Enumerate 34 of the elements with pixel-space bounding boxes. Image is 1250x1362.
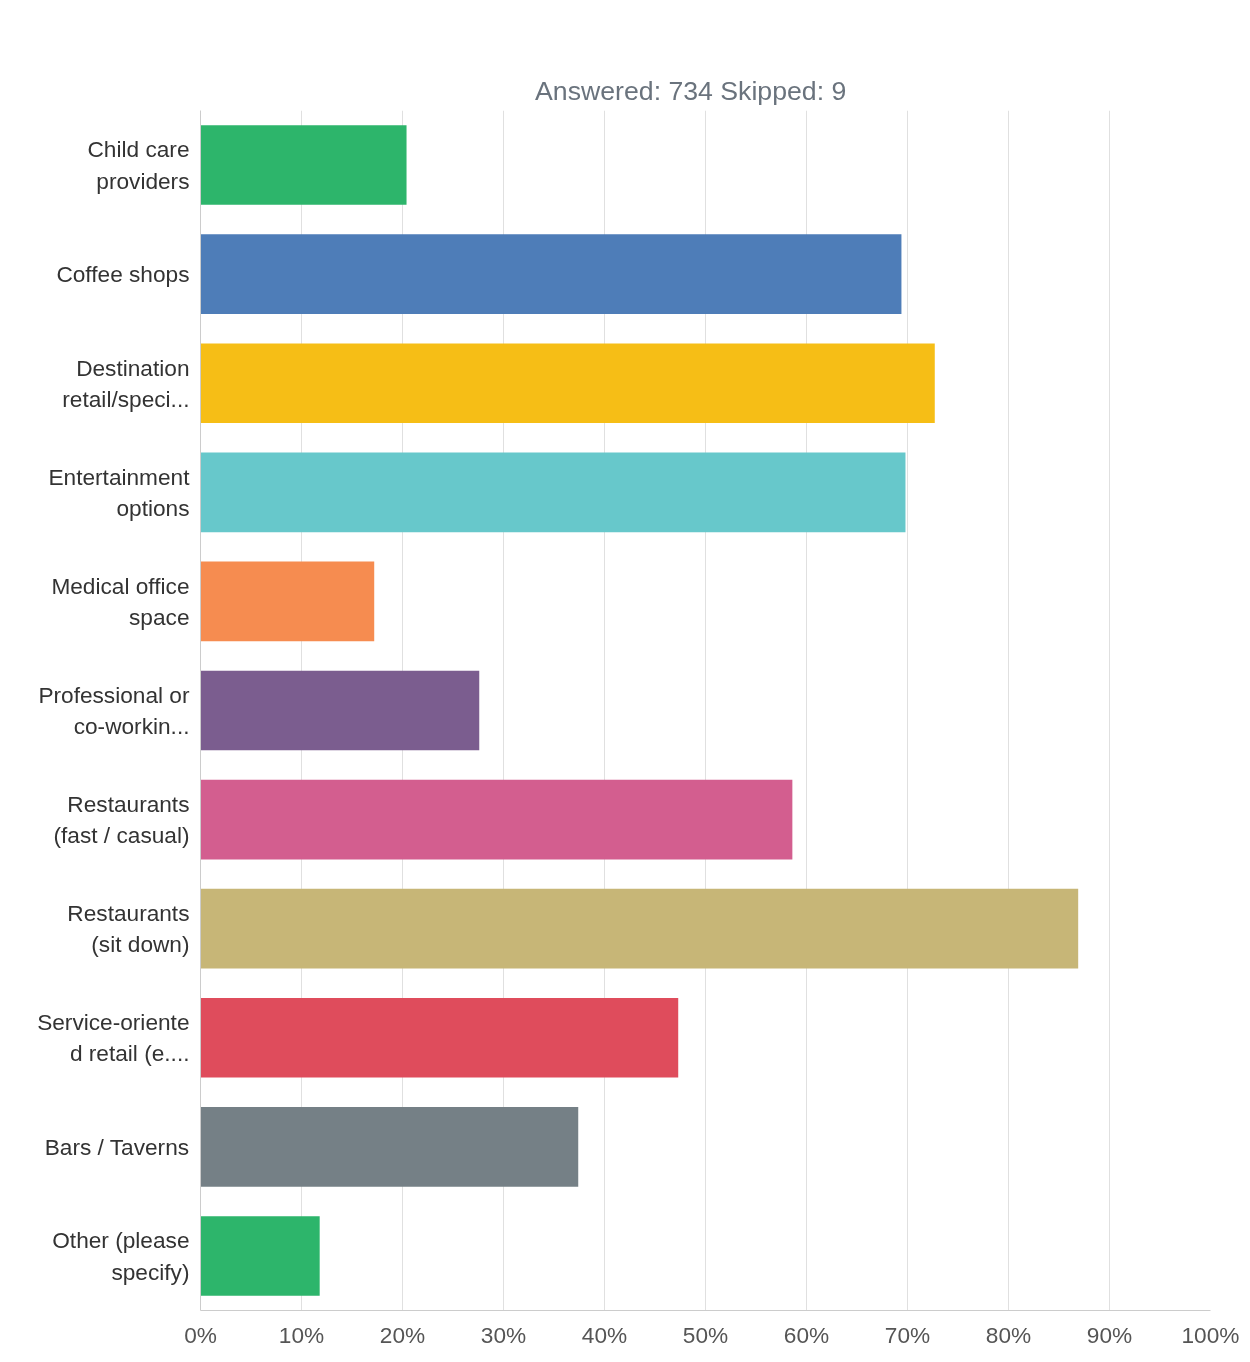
bar <box>200 779 793 860</box>
y-tick-label: Other (please specify) <box>52 1227 190 1285</box>
bar <box>200 343 935 424</box>
bar <box>200 997 679 1078</box>
y-tick-label: Bars / Taverns <box>44 1133 190 1160</box>
y-tick-label: Destination retail/speci... <box>62 354 190 412</box>
x-tick-label: 20% <box>379 1321 426 1348</box>
bar <box>200 125 407 205</box>
x-tick-label: 60% <box>783 1321 830 1348</box>
bar <box>200 452 906 533</box>
y-tick-label: Entertainment options <box>48 463 191 521</box>
bar <box>200 234 902 314</box>
bar <box>200 1216 320 1296</box>
x-tick-label: 0% <box>184 1321 217 1348</box>
bar <box>200 561 375 642</box>
y-tick-label: Restaurants (sit down) <box>67 900 190 958</box>
bar <box>200 888 1079 969</box>
x-tick-label: 50% <box>682 1321 729 1348</box>
x-tick-label: 80% <box>985 1321 1032 1348</box>
x-tick-label: 40% <box>581 1321 628 1348</box>
y-tick-label: Restaurants (fast / casual) <box>53 790 190 849</box>
y-tick-label: Service-oriented retail (e.... <box>37 1009 190 1067</box>
y-tick-label: Medical office space <box>51 572 190 631</box>
x-tick-label: 90% <box>1086 1321 1133 1348</box>
x-tick-label: 100% <box>1181 1321 1240 1348</box>
bar <box>200 1107 579 1187</box>
x-tick-label: 10% <box>278 1321 325 1348</box>
y-tick-label: Coffee shops <box>56 261 190 288</box>
x-tick-label: 70% <box>884 1321 931 1348</box>
y-tick-label: Child care providers <box>87 136 190 194</box>
bar <box>200 670 480 751</box>
x-tick-label: 30% <box>480 1321 527 1348</box>
chart-title: Answered: 734 Skipped: 9 <box>535 75 847 106</box>
y-tick-label: Professional or co-workin... <box>38 681 190 740</box>
